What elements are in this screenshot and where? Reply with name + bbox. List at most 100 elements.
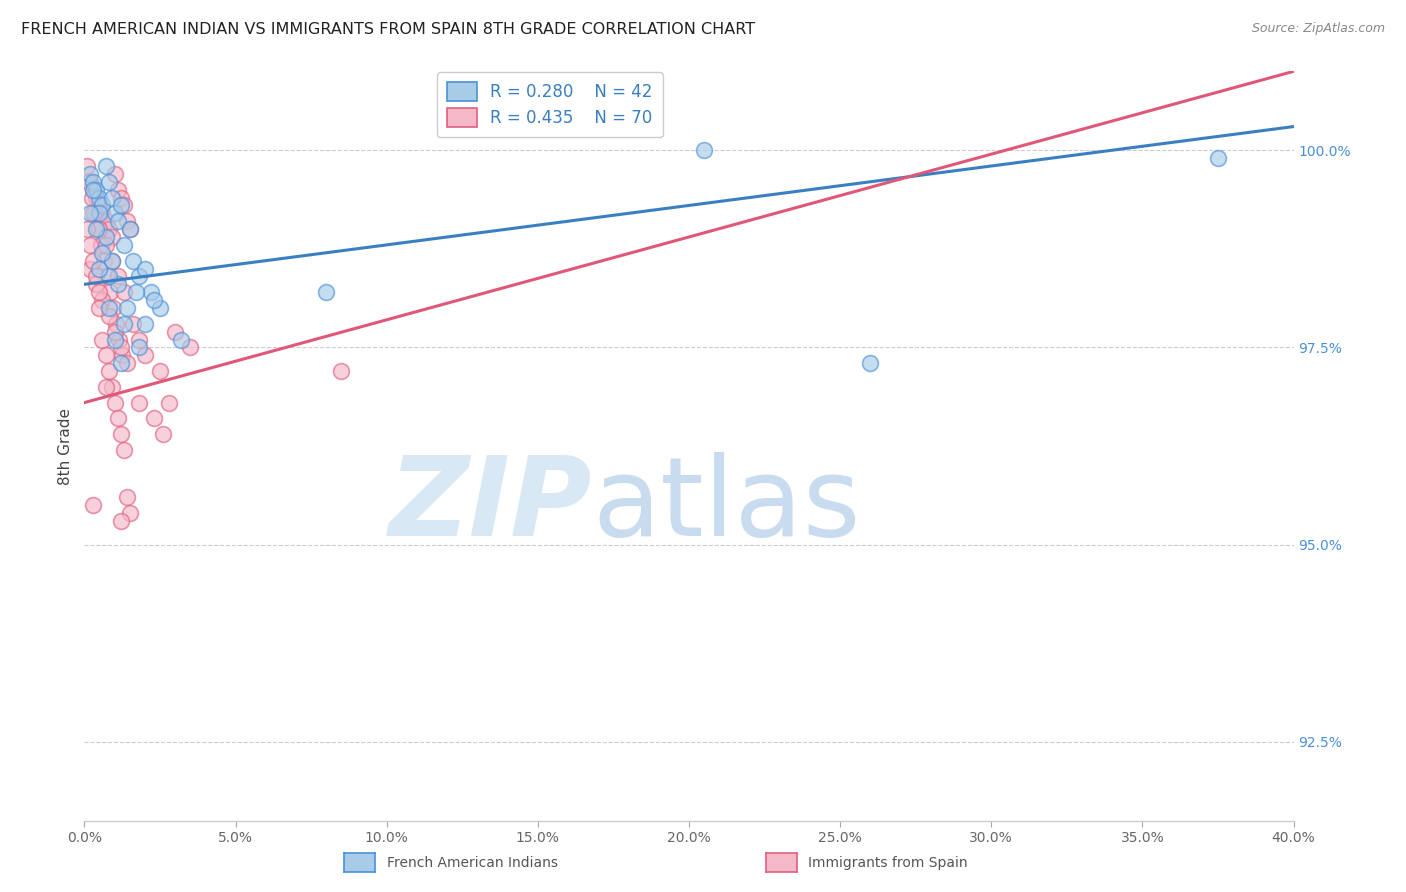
Point — [165, 325, 187, 339]
Point — [115, 356, 138, 370]
Point — [104, 167, 127, 181]
Point — [82, 175, 104, 189]
Point — [110, 427, 132, 442]
Point — [76, 222, 98, 236]
Point — [112, 285, 135, 300]
Point — [118, 222, 141, 236]
Point — [121, 253, 143, 268]
Point — [89, 301, 111, 315]
Point — [110, 198, 132, 212]
Point — [112, 238, 135, 252]
Point — [142, 411, 165, 425]
Point — [82, 253, 104, 268]
Point — [94, 159, 117, 173]
Point — [128, 333, 150, 347]
Point — [134, 348, 156, 362]
Point — [121, 317, 143, 331]
Point — [98, 285, 121, 300]
Point — [104, 206, 127, 220]
Point — [128, 395, 150, 409]
Text: ZIP: ZIP — [388, 452, 592, 559]
Point — [82, 183, 104, 197]
Point — [93, 253, 115, 268]
Point — [90, 238, 112, 252]
Point — [149, 301, 172, 315]
Point — [112, 442, 135, 457]
Point — [87, 222, 110, 236]
Point — [101, 301, 124, 315]
Text: Source: ZipAtlas.com: Source: ZipAtlas.com — [1251, 22, 1385, 36]
Point — [94, 348, 117, 362]
Point — [82, 498, 104, 512]
Point — [149, 364, 172, 378]
Point — [125, 285, 148, 300]
Point — [134, 261, 156, 276]
Point — [79, 261, 101, 276]
Point — [107, 214, 129, 228]
Point — [79, 167, 101, 181]
Point — [115, 214, 138, 228]
Point — [94, 238, 117, 252]
Legend: R = 0.280    N = 42, R = 0.435    N = 70: R = 0.280 N = 42, R = 0.435 N = 70 — [437, 72, 662, 137]
Point — [142, 293, 165, 307]
Point — [110, 514, 132, 528]
Point — [118, 222, 141, 236]
Point — [82, 206, 104, 220]
Point — [86, 277, 108, 292]
Point — [91, 293, 114, 307]
Point — [97, 175, 120, 189]
Point — [89, 261, 111, 276]
Text: French American Indians: French American Indians — [387, 856, 558, 871]
Point — [100, 190, 122, 204]
Point — [100, 253, 122, 268]
Point — [86, 269, 108, 284]
Point — [100, 380, 122, 394]
Point — [100, 253, 122, 268]
Point — [89, 190, 111, 204]
Point — [91, 333, 114, 347]
Point — [112, 317, 135, 331]
Point — [97, 364, 120, 378]
Point — [112, 198, 135, 212]
Point — [107, 269, 129, 284]
Point — [110, 340, 132, 354]
Point — [97, 222, 120, 236]
Point — [128, 269, 150, 284]
Point — [89, 206, 111, 220]
Point — [107, 183, 129, 197]
Point — [76, 159, 98, 173]
Point — [94, 380, 117, 394]
Point — [96, 269, 118, 284]
Point — [170, 333, 193, 347]
Point — [89, 222, 111, 236]
Point — [330, 364, 353, 378]
Point — [104, 395, 127, 409]
Y-axis label: 8th Grade: 8th Grade — [58, 408, 73, 484]
Point — [115, 301, 138, 315]
Point — [1206, 151, 1229, 165]
Point — [79, 206, 101, 220]
Point — [84, 206, 107, 220]
Point — [82, 183, 104, 197]
Point — [89, 198, 111, 212]
Point — [86, 183, 108, 197]
Point — [86, 190, 108, 204]
Point — [111, 348, 134, 362]
Point — [91, 198, 114, 212]
Point — [107, 277, 129, 292]
Point — [94, 230, 117, 244]
Point — [134, 317, 156, 331]
Text: FRENCH AMERICAN INDIAN VS IMMIGRANTS FROM SPAIN 8TH GRADE CORRELATION CHART: FRENCH AMERICAN INDIAN VS IMMIGRANTS FRO… — [21, 22, 755, 37]
Point — [86, 222, 108, 236]
Point — [97, 269, 120, 284]
Point — [179, 340, 201, 354]
Point — [97, 301, 120, 315]
Text: Immigrants from Spain: Immigrants from Spain — [808, 856, 969, 871]
Point — [79, 238, 101, 252]
Point — [89, 285, 111, 300]
Point — [115, 490, 138, 504]
Point — [110, 190, 132, 204]
Point — [859, 356, 882, 370]
Point — [139, 285, 162, 300]
Point — [107, 411, 129, 425]
